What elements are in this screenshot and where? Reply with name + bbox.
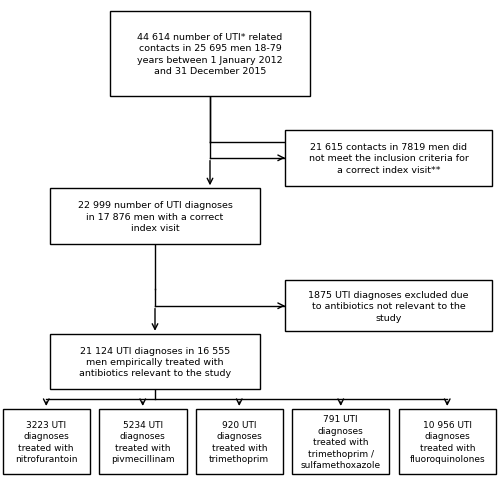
FancyBboxPatch shape bbox=[50, 334, 260, 390]
FancyBboxPatch shape bbox=[99, 409, 186, 474]
Text: 5234 UTI
diagnoses
treated with
pivmecillinam: 5234 UTI diagnoses treated with pivmecil… bbox=[111, 420, 174, 463]
FancyBboxPatch shape bbox=[292, 409, 390, 474]
FancyBboxPatch shape bbox=[196, 409, 283, 474]
Text: 44 614 number of UTI* related
contacts in 25 695 men 18-79
years between 1 Janua: 44 614 number of UTI* related contacts i… bbox=[137, 33, 283, 76]
FancyBboxPatch shape bbox=[285, 281, 492, 332]
Text: 3223 UTI
diagnoses
treated with
nitrofurantoin: 3223 UTI diagnoses treated with nitrofur… bbox=[15, 420, 78, 463]
Text: 10 956 UTI
diagnoses
treated with
fluoroquinolones: 10 956 UTI diagnoses treated with fluoro… bbox=[410, 420, 485, 463]
FancyBboxPatch shape bbox=[110, 12, 310, 97]
FancyBboxPatch shape bbox=[2, 409, 90, 474]
Text: 791 UTI
diagnoses
treated with
trimethoprim /
sulfamethoxazole: 791 UTI diagnoses treated with trimethop… bbox=[300, 414, 381, 469]
Text: 21 124 UTI diagnoses in 16 555
men empirically treated with
antibiotics relevant: 21 124 UTI diagnoses in 16 555 men empir… bbox=[79, 346, 231, 378]
FancyBboxPatch shape bbox=[285, 131, 492, 186]
Text: 21 615 contacts in 7819 men did
not meet the inclusion criteria for
a correct in: 21 615 contacts in 7819 men did not meet… bbox=[309, 143, 468, 174]
Text: 22 999 number of UTI diagnoses
in 17 876 men with a correct
index visit: 22 999 number of UTI diagnoses in 17 876… bbox=[78, 201, 233, 232]
FancyBboxPatch shape bbox=[50, 189, 260, 244]
Text: 920 UTI
diagnoses
treated with
trimethoprim: 920 UTI diagnoses treated with trimethop… bbox=[209, 420, 270, 463]
Text: 1875 UTI diagnoses excluded due
to antibiotics not relevant to the
study: 1875 UTI diagnoses excluded due to antib… bbox=[308, 290, 469, 322]
FancyBboxPatch shape bbox=[398, 409, 496, 474]
